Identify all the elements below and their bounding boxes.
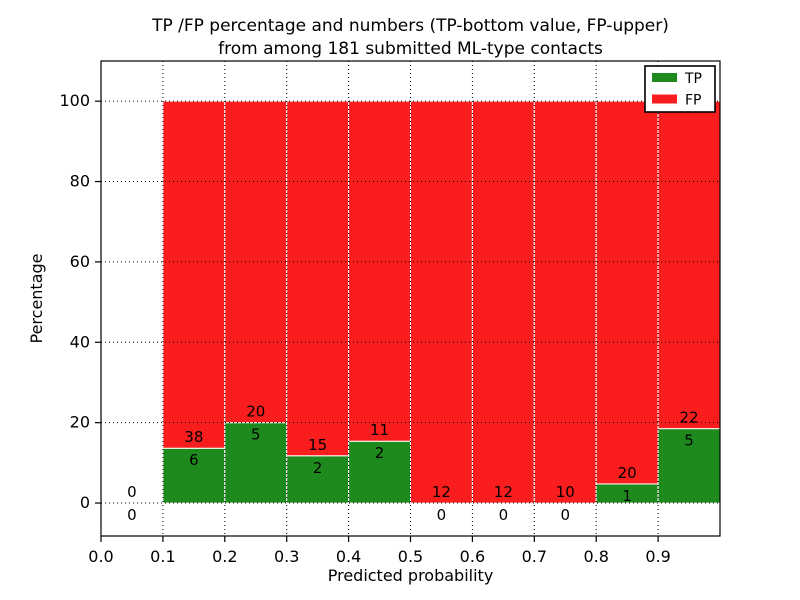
fp-count-label-7: 10: [556, 483, 575, 501]
y-tick-label-5: 100: [59, 91, 90, 110]
tp-count-label-0: 0: [127, 506, 137, 524]
fp-count-label-6: 12: [494, 483, 513, 501]
legend-label-0: TP: [684, 71, 702, 87]
tp-bar-segment-1: [162, 447, 226, 504]
legend-swatch-fp-icon: [652, 94, 677, 104]
tp-count-label-5: 0: [437, 506, 447, 524]
fp-bar-segment-4: [348, 100, 412, 442]
x-axis-label: Predicted probability: [328, 566, 494, 585]
chart-title-line1: TP /FP percentage and numbers (TP-bottom…: [151, 16, 669, 36]
x-tick-label-9: 0.9: [645, 547, 670, 566]
fp-bar-segment-7: [533, 100, 597, 504]
x-tick-label-1: 0.1: [150, 547, 175, 566]
y-tick-label-4: 80: [70, 172, 90, 191]
tp-count-label-8: 1: [622, 487, 632, 505]
fp-count-label-9: 22: [680, 409, 699, 427]
tp-count-label-1: 6: [189, 451, 199, 469]
tp-count-label-3: 2: [313, 459, 323, 477]
fp-bar-segment-2: [224, 100, 288, 424]
x-tick-label-6: 0.6: [460, 547, 485, 566]
fp-count-label-8: 20: [618, 464, 637, 482]
legend-box: [644, 65, 716, 113]
fp-bar-segment-8: [595, 100, 659, 485]
bars-group: [162, 100, 721, 504]
y-axis-label: Percentage: [27, 253, 46, 343]
chart-title-line2: from among 181 submitted ML-type contact…: [218, 39, 603, 59]
fp-bar-segment-1: [162, 100, 226, 449]
tp-count-label-4: 2: [375, 444, 385, 462]
y-tick-label-3: 60: [70, 252, 90, 271]
x-tick-label-5: 0.5: [398, 547, 423, 566]
x-tick-label-2: 0.2: [212, 547, 237, 566]
y-tick-label-2: 40: [70, 332, 90, 351]
x-tick-label-8: 0.8: [583, 547, 608, 566]
fp-count-label-5: 12: [432, 483, 451, 501]
fp-bar-segment-3: [286, 100, 350, 457]
legend: TP FP: [644, 65, 716, 113]
fp-count-label-2: 20: [246, 403, 265, 421]
legend-swatch-tp-icon: [652, 73, 677, 82]
x-tick-label-0: 0.0: [88, 547, 113, 566]
tp-count-label-9: 5: [684, 432, 694, 450]
fp-count-label-0: 0: [127, 483, 137, 501]
fp-count-label-4: 11: [370, 421, 389, 439]
y-tick-label-1: 20: [70, 413, 90, 432]
x-tick-label-4: 0.4: [336, 547, 361, 566]
bar-labels-group: 0 0 38 6 20 5 15 2 11 2 12 0 12 0 10 0 20 1 22 5: [127, 403, 698, 524]
fp-bar-segment-5: [410, 100, 473, 504]
tp-count-label-6: 0: [499, 506, 509, 524]
fp-bar-segment-9: [657, 100, 721, 430]
x-tick-label-7: 0.7: [522, 547, 547, 566]
tp-count-label-2: 5: [251, 426, 261, 444]
tp-count-label-7: 0: [560, 506, 570, 524]
fp-count-label-1: 38: [184, 428, 203, 446]
tp-bar-segment-4: [348, 440, 412, 504]
fp-count-label-3: 15: [308, 436, 327, 454]
ticks-group: [95, 100, 659, 542]
tp-bar-segment-9: [657, 428, 721, 504]
x-tick-label-3: 0.3: [274, 547, 299, 566]
legend-label-1: FP: [685, 93, 702, 109]
y-tick-label-0: 0: [80, 493, 90, 512]
fp-bar-segment-6: [471, 100, 535, 504]
